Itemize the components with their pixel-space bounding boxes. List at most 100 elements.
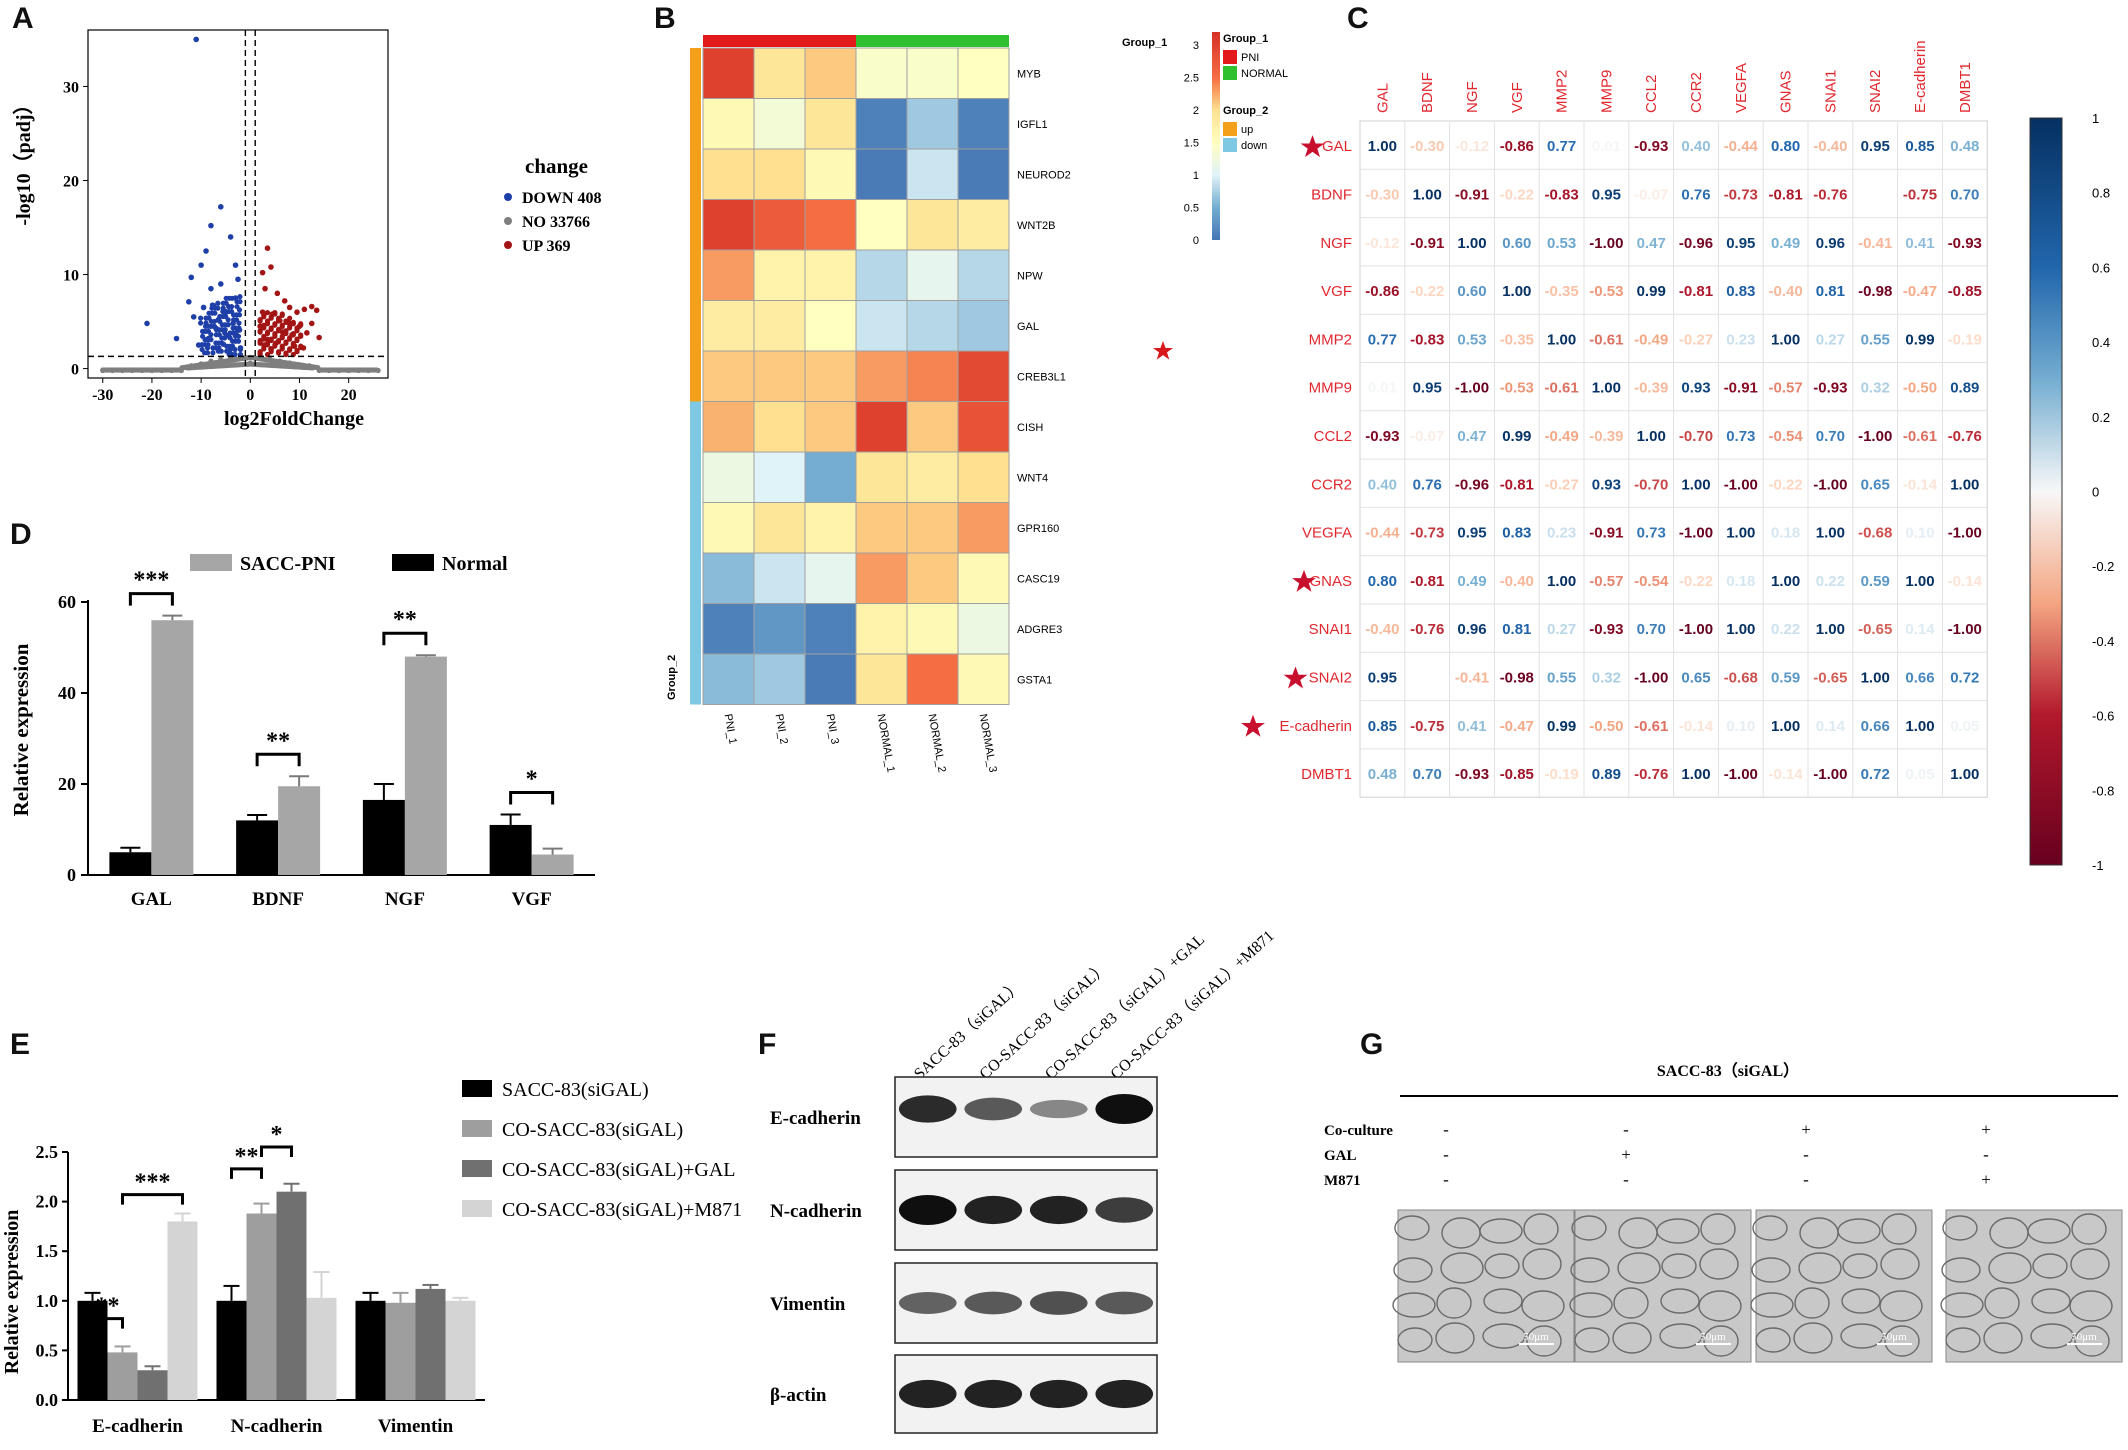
correlation-value: -0.49 — [1544, 428, 1578, 445]
bar — [107, 1352, 138, 1400]
bar-d-ylabel: Relative expression — [9, 643, 33, 816]
significance-label: ** — [393, 607, 417, 633]
correlation-value: -0.91 — [1410, 235, 1444, 252]
heatmap-row-label: GSTA1 — [1017, 674, 1052, 686]
y-tick-label: 1.5 — [36, 1241, 59, 1261]
volcano-point-down — [226, 303, 232, 310]
correlation-value: 0.99 — [1637, 283, 1666, 300]
correlation-value: -0.44 — [1724, 138, 1759, 155]
correlation-value: 1.00 — [1592, 380, 1621, 397]
cell-outline — [1703, 1325, 1739, 1357]
correlation-value: 0.55 — [1861, 331, 1890, 348]
heatmap-cell — [702, 552, 755, 604]
cell-outline — [2031, 1288, 2071, 1314]
correlation-colorbar-tick: 0.8 — [2092, 186, 2110, 201]
x-tick-label: 10 — [291, 387, 307, 404]
cell-outline — [1482, 1323, 1526, 1349]
correlation-value: -0.91 — [1589, 525, 1623, 542]
volcano-point-up — [273, 340, 279, 347]
heatmap-row-label: NEUROD2 — [1017, 169, 1071, 181]
correlation-panel: GAL BDNF NGF VGF MMP2 MMP9 CCL2 CCR2 VEGFA GNAS SN… — [1241, 0, 2128, 900]
cell-outline — [1484, 1253, 1520, 1279]
heatmap-group2-cell — [690, 452, 701, 503]
heatmap-group1-cell — [958, 35, 1009, 47]
volcano-point-down — [215, 316, 222, 323]
bar-chart-d-svg: 0 20 40 60 GAL *** BDNF ** NGF ** VGF * Relative ex… — [9, 553, 595, 910]
cell-outline — [1793, 1322, 1833, 1354]
cell-outline — [1700, 1213, 1736, 1245]
heatmap-cell — [855, 502, 908, 554]
volcano-point-no — [316, 367, 322, 374]
correlation-value: -1.00 — [1455, 380, 1489, 397]
volcano-point-up — [304, 330, 310, 336]
correlation-value: 1.00 — [1861, 669, 1890, 686]
heatmap-col-label: NORMAL_3 — [977, 713, 999, 773]
correlation-value: 0.85 — [1368, 718, 1397, 735]
correlation-value: -0.22 — [1679, 573, 1713, 590]
volcano-point-down — [188, 274, 195, 281]
heatmap-cell — [753, 451, 806, 503]
x-tick-label: GAL — [131, 889, 172, 910]
correlation-value: 0.48 — [1368, 766, 1397, 783]
volcano-point-down — [198, 262, 204, 268]
correlation-value: -0.93 — [1589, 621, 1623, 638]
correlation-value: 0.65 — [1681, 669, 1710, 686]
cell-outline — [2032, 1253, 2068, 1279]
y-tick-label: 0 — [67, 865, 76, 885]
correlation-value: 0.83 — [1502, 525, 1531, 542]
volcano-point-up — [261, 333, 267, 339]
x-tick-label: 20 — [341, 387, 357, 404]
volcano-point-no — [287, 360, 293, 366]
volcano-point-no — [149, 367, 155, 374]
scale-bar-label: 50μm — [1523, 1331, 1549, 1343]
correlation-value: 1.00 — [1905, 573, 1934, 590]
correlation-value: -0.76 — [1634, 766, 1668, 783]
legend-normal-swatch — [392, 554, 434, 571]
blot-row-label: E-cadherin — [770, 1108, 861, 1129]
bar — [415, 1288, 446, 1400]
volcano-point-no — [139, 367, 145, 374]
volcano-point-no — [247, 360, 253, 366]
heatmap-group1-cell — [856, 35, 907, 47]
heatmap-cell — [702, 653, 755, 705]
cell-outline — [1522, 1248, 1562, 1280]
cell-outline — [1794, 1287, 1830, 1319]
correlation-row-label: VEGFA — [1302, 525, 1352, 542]
significance-bracket — [91, 1317, 124, 1329]
volcano-point-down — [201, 350, 208, 356]
volcano-point-up — [298, 332, 304, 338]
volcano-point-down — [186, 299, 192, 305]
bar — [216, 1300, 247, 1400]
star-icon — [1283, 666, 1308, 689]
cell-outline — [2070, 1248, 2110, 1280]
correlation-value: -0.41 — [1455, 669, 1489, 686]
significance-bracket — [509, 790, 555, 805]
heatmap-cell — [804, 653, 857, 705]
correlation-value: 1.00 — [1771, 573, 1800, 590]
x-tick-label: 0 — [246, 387, 254, 404]
correlation-row-label: DMBT1 — [1301, 766, 1352, 783]
significance-label: * — [526, 766, 538, 792]
heatmap-cell — [804, 603, 857, 655]
correlation-value: -0.41 — [1858, 235, 1892, 252]
volcano-point-up — [277, 317, 283, 324]
correlation-value: -0.85 — [1500, 766, 1534, 783]
x-tick-label: -10 — [190, 387, 211, 404]
correlation-row-label: VGF — [1321, 283, 1352, 300]
heatmap-cell — [855, 300, 908, 352]
correlation-value: -0.83 — [1410, 331, 1444, 348]
correlation-value: 0.70 — [1816, 428, 1845, 445]
correlation-value: 0.66 — [1861, 718, 1890, 735]
correlation-row-label: MMP2 — [1309, 331, 1352, 348]
y-tick-label: 10 — [63, 268, 79, 285]
correlation-value: 0.27 — [1816, 331, 1845, 348]
volcano-point-up — [257, 316, 263, 323]
volcano-point-no — [375, 367, 381, 374]
correlation-row-label: CCR2 — [1311, 476, 1352, 493]
volcano-point-up — [268, 264, 274, 270]
micrograph-image — [1755, 1209, 1933, 1363]
x-tick-label: VGF — [512, 889, 552, 910]
correlation-col-label: SNAI2 — [1867, 70, 1884, 113]
correlation-value: 0.76 — [1413, 476, 1442, 493]
correlation-value: -1.00 — [1679, 525, 1713, 542]
